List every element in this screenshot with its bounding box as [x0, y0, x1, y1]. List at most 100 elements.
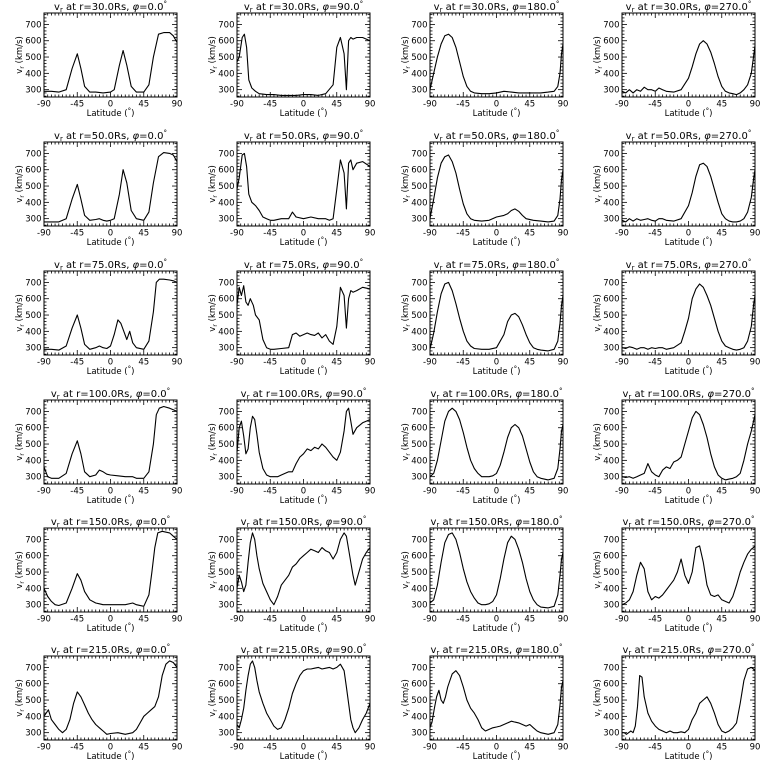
plot-frame: [236, 399, 371, 485]
plot-frame: [429, 270, 564, 356]
x-tick-label: 0: [301, 487, 306, 497]
x-tick-label: -45: [648, 100, 662, 110]
panel-title: vr at r=100.0Rs, φ=0.0°: [51, 387, 170, 401]
x-axis-title: Latitude (°): [87, 494, 135, 506]
x-tick-label: -90: [37, 229, 51, 239]
vr-curve: [621, 40, 756, 96]
y-tick-label: 500: [603, 440, 619, 450]
y-tick-label: 500: [603, 696, 619, 706]
panel-title: vr at r=50.0Rs, φ=270.0°: [626, 129, 752, 143]
x-tick-label: -45: [263, 743, 277, 753]
x-axis-title: Latitude (°): [87, 236, 135, 248]
x-tick-label: 45: [331, 358, 342, 368]
x-tick-label: -45: [70, 229, 84, 239]
y-tick-label: 500: [218, 696, 234, 706]
vr-curve: [43, 530, 178, 607]
y-tick-label: 700: [25, 663, 41, 673]
plot-frame: [621, 12, 756, 98]
x-tick-label: 0: [108, 229, 113, 239]
plot-frame: [621, 527, 756, 613]
y-tick-label: 600: [25, 552, 41, 562]
y-tick-label: 700: [411, 20, 427, 30]
y-axis-title: vr (km/s): [593, 165, 604, 203]
y-axis-title: vr (km/s): [15, 679, 26, 717]
y-tick-label: 300: [411, 473, 427, 483]
y-tick-label: 700: [411, 407, 427, 417]
x-tick-label: -45: [70, 100, 84, 110]
panel-title: vr at r=150.0Rs, φ=0.0°: [51, 515, 170, 529]
x-tick-label: 0: [301, 100, 306, 110]
x-tick-label: 90: [172, 358, 183, 368]
panel-title: vr at r=30.0Rs, φ=270.0°: [626, 0, 752, 14]
x-tick-label: 0: [686, 100, 691, 110]
x-tick-label: 90: [558, 615, 569, 625]
x-tick-label: -45: [648, 615, 662, 625]
x-tick-label: 45: [138, 229, 149, 239]
panel-r150.0-phi180.0: -90 -45 0 45 90 300 400 500 600 700 Latitude (°) vr…: [401, 515, 568, 634]
panel-title: vr at r=100.0Rs, φ=270.0°: [622, 387, 754, 401]
y-tick-label: 300: [25, 344, 41, 354]
y-tick-label: 400: [603, 456, 619, 466]
x-tick-label: 90: [558, 229, 569, 239]
x-tick-label: 90: [172, 615, 183, 625]
y-axis-title: vr (km/s): [401, 165, 412, 203]
x-tick-label: -90: [37, 358, 51, 368]
y-tick-label: 700: [25, 535, 41, 545]
x-tick-label: 45: [524, 743, 535, 753]
y-tick-label: 400: [411, 69, 427, 79]
panel-title: vr at r=150.0Rs, φ=90.0°: [241, 515, 367, 529]
panel-r50.0-phi180.0: -90 -45 0 45 90 300 400 500 600 700 Latitude (°) vr…: [401, 129, 568, 248]
x-tick-label: 90: [558, 743, 569, 753]
panel-title: vr at r=75.0Rs, φ=180.0°: [434, 258, 560, 272]
panel-r30.0-phi90.0: -90 -45 0 45 90 300 400 500 600 700 Latitude (°) vr…: [208, 0, 375, 119]
x-tick-label: 0: [494, 229, 499, 239]
y-tick-label: 700: [25, 407, 41, 417]
x-tick-label: 90: [750, 615, 761, 625]
x-axis-title: Latitude (°): [87, 622, 135, 634]
y-tick-label: 300: [411, 344, 427, 354]
y-tick-label: 600: [603, 37, 619, 47]
y-axis-title: vr (km/s): [15, 165, 26, 203]
panel-r75.0-phi90.0: -90 -45 0 45 90 300 400 500 600 700 Latitude (°) vr…: [208, 258, 375, 377]
panel-title: vr at r=30.0Rs, φ=90.0°: [244, 0, 363, 14]
y-axis-title: vr (km/s): [401, 679, 412, 717]
x-tick-label: -45: [648, 487, 662, 497]
x-tick-label: 90: [365, 615, 376, 625]
x-tick-label: 0: [494, 100, 499, 110]
x-tick-label: 0: [301, 229, 306, 239]
panel-r100.0-phi180.0: -90 -45 0 45 90 300 400 500 600 700 Latitude (°) vr…: [401, 387, 568, 506]
y-tick-label: 600: [603, 295, 619, 305]
x-tick-label: -45: [263, 358, 277, 368]
y-tick-label: 700: [411, 535, 427, 545]
x-tick-label: 45: [716, 358, 727, 368]
x-tick-label: -45: [263, 100, 277, 110]
x-tick-label: -90: [423, 743, 437, 753]
y-tick-label: 500: [218, 568, 234, 578]
y-tick-label: 400: [411, 327, 427, 337]
panel-title: vr at r=215.0Rs, φ=90.0°: [241, 643, 367, 657]
vr-curve: [429, 281, 564, 352]
y-tick-label: 600: [25, 295, 41, 305]
y-tick-label: 300: [411, 729, 427, 739]
y-tick-label: 600: [218, 552, 234, 562]
vr-curve: [43, 660, 178, 735]
y-tick-label: 600: [25, 424, 41, 434]
panel-r150.0-phi0.0: -90 -45 0 45 90 300 400 500 600 700 Latitude (°) vr…: [15, 515, 182, 634]
x-tick-label: -90: [615, 615, 629, 625]
x-tick-label: 0: [494, 743, 499, 753]
y-tick-label: 300: [603, 601, 619, 611]
y-tick-label: 500: [218, 182, 234, 192]
y-tick-label: 700: [411, 278, 427, 288]
y-tick-label: 700: [603, 663, 619, 673]
vr-curve: [429, 33, 564, 95]
y-tick-label: 300: [603, 344, 619, 354]
x-tick-label: 45: [716, 743, 727, 753]
y-tick-label: 600: [218, 295, 234, 305]
x-tick-label: 0: [686, 487, 691, 497]
y-tick-label: 500: [603, 568, 619, 578]
x-axis-title: Latitude (°): [280, 236, 328, 248]
y-tick-label: 300: [25, 601, 41, 611]
plot-frame: [43, 141, 178, 227]
y-tick-label: 600: [603, 424, 619, 434]
panel-r75.0-phi180.0: -90 -45 0 45 90 300 400 500 600 700 Latitude (°) vr…: [401, 258, 568, 377]
